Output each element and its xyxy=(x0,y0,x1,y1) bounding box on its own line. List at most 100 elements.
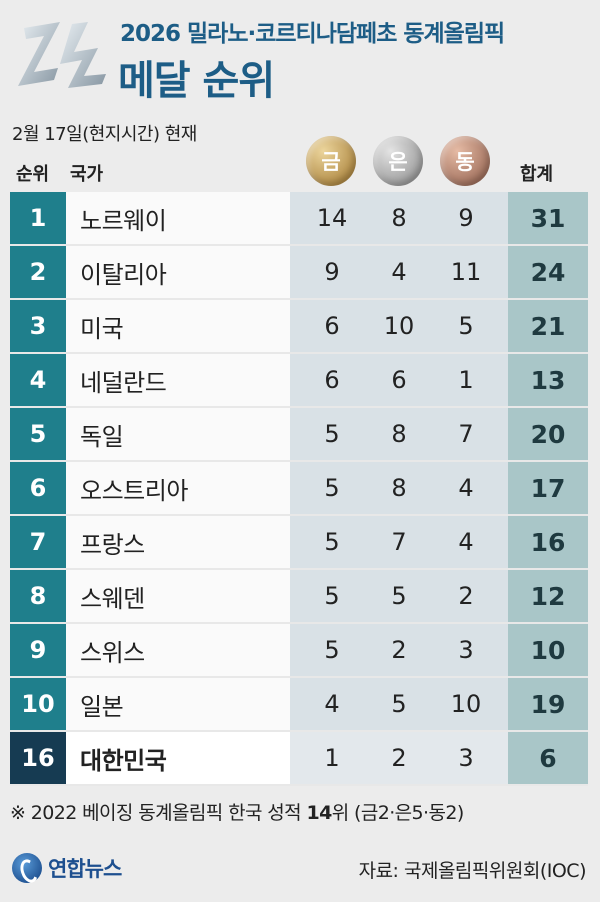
total-count-cell: 13 xyxy=(508,354,588,406)
country-cell: 이탈리아 xyxy=(66,246,290,298)
rank-cell: 7 xyxy=(10,516,66,568)
gold-count-cell: 5 xyxy=(324,636,340,664)
medal-counts: 5 8 4 xyxy=(290,462,508,514)
gold-count-cell: 4 xyxy=(324,690,340,718)
bronze-count-cell: 4 xyxy=(458,474,474,502)
total-count-cell: 12 xyxy=(508,570,588,622)
column-header-country: 국가 xyxy=(70,164,104,185)
bronze-count-cell: 4 xyxy=(458,528,474,556)
rank-cell: 3 xyxy=(10,300,66,352)
gold-count-cell: 9 xyxy=(324,258,340,286)
table-row: 1 노르웨이 14 8 9 31 xyxy=(10,192,588,246)
yonhap-logo-name: 연합뉴스 xyxy=(48,857,122,881)
country-cell: 스위스 xyxy=(66,624,290,676)
rank-cell: 5 xyxy=(10,408,66,460)
gold-count-cell: 1 xyxy=(324,744,340,772)
silver-medal-icon: 은 xyxy=(373,136,423,186)
country-cell: 네덜란드 xyxy=(66,354,290,406)
total-count-cell: 21 xyxy=(508,300,588,352)
gold-count-cell: 5 xyxy=(324,420,340,448)
country-cell: 미국 xyxy=(66,300,290,352)
footnote: ※ 2022 베이징 동계올림픽 한국 성적 14위 (금2·은5·동2) xyxy=(10,798,464,825)
yonhap-logo-icon xyxy=(12,853,42,883)
table-row: 16 대한민국 1 2 3 6 xyxy=(10,732,588,786)
gold-count-cell: 5 xyxy=(324,528,340,556)
table-row: 6 오스트리아 5 8 4 17 xyxy=(10,462,588,516)
medal-counts: 6 6 1 xyxy=(290,354,508,406)
table-row: 4 네덜란드 6 6 1 13 xyxy=(10,354,588,408)
gold-count-cell: 5 xyxy=(324,474,340,502)
rank-cell: 6 xyxy=(10,462,66,514)
chart-subtitle: 2026 밀라노·코르티나담페초 동계올림픽 xyxy=(120,21,505,47)
gold-medal-icon: 금 xyxy=(306,136,356,186)
bronze-count-cell: 3 xyxy=(458,744,474,772)
silver-count-cell: 8 xyxy=(391,204,407,232)
gold-count-cell: 6 xyxy=(324,312,340,340)
total-count-cell: 6 xyxy=(508,732,588,784)
rank-cell: 2 xyxy=(10,246,66,298)
country-cell: 프랑스 xyxy=(66,516,290,568)
footnote-suffix: 위 (금2·은5·동2) xyxy=(331,802,465,824)
bronze-medal-icon: 동 xyxy=(440,136,490,186)
gold-count-cell: 6 xyxy=(324,366,340,394)
country-cell: 대한민국 xyxy=(66,732,290,784)
medal-counts: 5 2 3 xyxy=(290,624,508,676)
bronze-count-cell: 2 xyxy=(458,582,474,610)
table-row: 2 이탈리아 9 4 11 24 xyxy=(10,246,588,300)
table-row: 5 독일 5 8 7 20 xyxy=(10,408,588,462)
silver-count-cell: 2 xyxy=(391,636,407,664)
medal-counts: 5 7 4 xyxy=(290,516,508,568)
chart-title: 메달 순위 xyxy=(118,58,275,104)
medal-counts: 9 4 11 xyxy=(290,246,508,298)
rank-cell: 10 xyxy=(10,678,66,730)
table-row: 7 프랑스 5 7 4 16 xyxy=(10,516,588,570)
milano-cortina-2026-logo-icon xyxy=(18,22,106,88)
country-cell: 스웨덴 xyxy=(66,570,290,622)
table-row: 8 스웨덴 5 5 2 12 xyxy=(10,570,588,624)
medal-counts: 4 5 10 xyxy=(290,678,508,730)
total-count-cell: 17 xyxy=(508,462,588,514)
table-row: 9 스위스 5 2 3 10 xyxy=(10,624,588,678)
medal-counts: 5 8 7 xyxy=(290,408,508,460)
rank-cell: 4 xyxy=(10,354,66,406)
bronze-count-cell: 7 xyxy=(458,420,474,448)
silver-count-cell: 8 xyxy=(391,420,407,448)
bronze-count-cell: 3 xyxy=(458,636,474,664)
medal-counts: 14 8 9 xyxy=(290,192,508,244)
gold-count-cell: 5 xyxy=(324,582,340,610)
rank-cell: 8 xyxy=(10,570,66,622)
silver-count-cell: 6 xyxy=(391,366,407,394)
date-line: 2월 17일(현지시간) 현재 xyxy=(12,124,197,145)
table-row: 3 미국 6 10 5 21 xyxy=(10,300,588,354)
total-count-cell: 24 xyxy=(508,246,588,298)
total-count-cell: 10 xyxy=(508,624,588,676)
total-count-cell: 20 xyxy=(508,408,588,460)
total-count-cell: 16 xyxy=(508,516,588,568)
column-header-rank: 순위 xyxy=(16,164,50,185)
country-cell: 노르웨이 xyxy=(66,192,290,244)
column-header-silver: 은 xyxy=(388,150,408,174)
silver-count-cell: 4 xyxy=(391,258,407,286)
source-credit: 자료: 국제올림픽위원회(IOC) xyxy=(358,860,587,882)
gold-count-cell: 14 xyxy=(316,204,348,232)
country-cell: 독일 xyxy=(66,408,290,460)
footnote-prefix: ※ 2022 베이징 동계올림픽 한국 성적 xyxy=(10,802,307,824)
bronze-count-cell: 5 xyxy=(458,312,474,340)
silver-count-cell: 5 xyxy=(391,690,407,718)
bronze-count-cell: 11 xyxy=(450,258,482,286)
column-header-gold: 금 xyxy=(321,150,341,174)
footnote-rank: 14 xyxy=(306,802,332,824)
column-header-total: 합계 xyxy=(520,164,554,185)
medal-counts: 5 5 2 xyxy=(290,570,508,622)
medal-counts: 1 2 3 xyxy=(290,732,508,784)
country-cell: 일본 xyxy=(66,678,290,730)
rank-cell: 9 xyxy=(10,624,66,676)
rank-cell: 1 xyxy=(10,192,66,244)
silver-count-cell: 5 xyxy=(391,582,407,610)
silver-count-cell: 10 xyxy=(383,312,415,340)
table-row: 10 일본 4 5 10 19 xyxy=(10,678,588,732)
silver-count-cell: 2 xyxy=(391,744,407,772)
total-count-cell: 19 xyxy=(508,678,588,730)
silver-count-cell: 7 xyxy=(391,528,407,556)
column-header-bronze: 동 xyxy=(455,150,475,174)
